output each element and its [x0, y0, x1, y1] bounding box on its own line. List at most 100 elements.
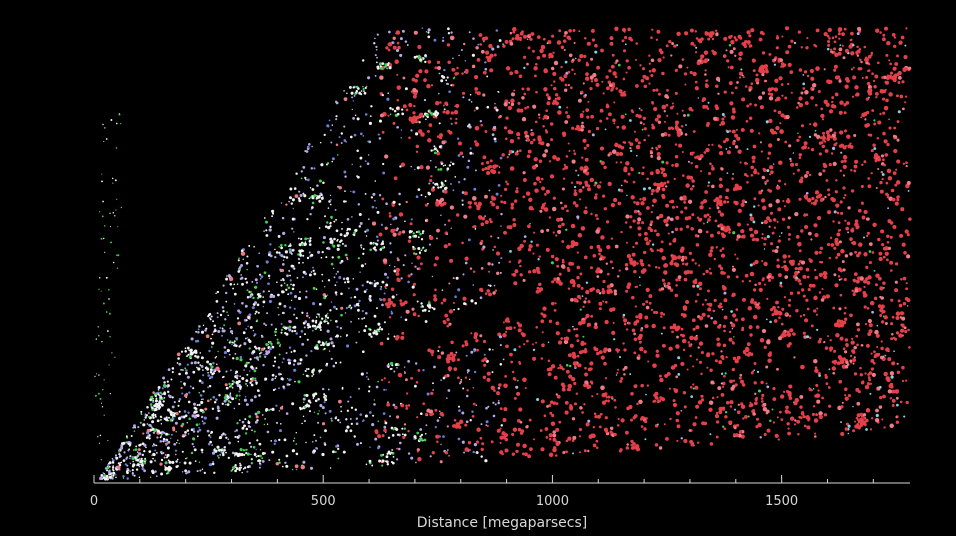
- galaxy-point: [883, 139, 888, 144]
- galaxy-point: [306, 217, 309, 221]
- galaxy-point: [262, 363, 265, 367]
- galaxy-point: [884, 153, 889, 157]
- galaxy-point: [326, 162, 330, 165]
- galaxy-point: [248, 415, 252, 418]
- galaxy-point: [562, 39, 567, 43]
- galaxy-point: [165, 416, 168, 419]
- galaxy-point: [234, 430, 236, 433]
- galaxy-point: [905, 27, 908, 30]
- galaxy-point: [655, 349, 659, 353]
- galaxy-point: [326, 247, 329, 250]
- galaxy-point: [115, 456, 119, 460]
- galaxy-point: [255, 310, 258, 314]
- galaxy-point: [564, 83, 568, 87]
- galaxy-point: [656, 216, 660, 220]
- galaxy-point: [774, 433, 779, 439]
- galaxy-point: [278, 429, 283, 433]
- galaxy-point: [308, 325, 312, 329]
- galaxy-point: [330, 215, 333, 219]
- galaxy-point: [308, 273, 312, 277]
- galaxy-point: [842, 56, 846, 60]
- galaxy-point: [328, 350, 331, 352]
- galaxy-point: [783, 205, 786, 208]
- galaxy-point: [274, 334, 277, 337]
- galaxy-point: [142, 423, 146, 427]
- galaxy-point: [813, 223, 818, 228]
- galaxy-point: [470, 350, 474, 354]
- galaxy-point: [501, 153, 505, 157]
- galaxy-point: [890, 375, 894, 379]
- galaxy-point: [633, 269, 637, 274]
- galaxy-point: [209, 436, 212, 439]
- galaxy-point: [542, 53, 547, 58]
- galaxy-point: [830, 243, 835, 247]
- galaxy-point: [222, 310, 225, 313]
- galaxy-point: [498, 335, 503, 339]
- galaxy-point: [711, 166, 715, 171]
- galaxy-point: [741, 383, 746, 387]
- galaxy-point: [167, 386, 169, 389]
- galaxy-point: [623, 141, 627, 144]
- galaxy-point: [539, 429, 543, 432]
- galaxy-point: [198, 391, 201, 394]
- galaxy-point: [450, 161, 452, 163]
- galaxy-point: [705, 123, 710, 128]
- galaxy-point: [868, 242, 873, 246]
- galaxy-point: [669, 417, 672, 421]
- galaxy-point: [867, 177, 871, 180]
- galaxy-point: [709, 368, 713, 372]
- galaxy-point: [472, 386, 475, 389]
- galaxy-point: [288, 320, 292, 324]
- galaxy-point: [500, 424, 504, 427]
- galaxy-point: [194, 354, 197, 358]
- galaxy-point: [731, 129, 736, 134]
- galaxy-point: [784, 96, 788, 100]
- galaxy-point: [230, 469, 233, 472]
- galaxy-point: [417, 314, 420, 318]
- galaxy-point: [586, 143, 590, 148]
- galaxy-point: [594, 322, 598, 326]
- galaxy-point: [242, 258, 245, 261]
- galaxy-point: [154, 413, 157, 417]
- galaxy-point: [773, 87, 779, 92]
- galaxy-point: [238, 266, 242, 269]
- galaxy-point: [311, 188, 315, 191]
- galaxy-point: [613, 398, 617, 402]
- galaxy-point: [592, 426, 595, 429]
- galaxy-point: [395, 30, 401, 35]
- galaxy-point: [663, 120, 666, 123]
- galaxy-point: [300, 237, 303, 241]
- galaxy-point: [741, 317, 745, 322]
- galaxy-point: [645, 287, 650, 293]
- galaxy-point: [244, 418, 247, 421]
- galaxy-point: [626, 406, 630, 411]
- galaxy-point: [620, 418, 625, 423]
- galaxy-point: [799, 315, 803, 318]
- galaxy-point: [340, 405, 342, 408]
- galaxy-point: [319, 404, 323, 408]
- galaxy-point: [212, 320, 215, 323]
- galaxy-point: [275, 251, 279, 254]
- galaxy-point: [470, 101, 473, 103]
- galaxy-point: [865, 217, 870, 221]
- galaxy-point: [385, 202, 388, 206]
- galaxy-point: [288, 200, 290, 203]
- galaxy-point: [295, 468, 298, 471]
- galaxy-point: [502, 358, 505, 361]
- galaxy-point: [131, 469, 134, 472]
- galaxy-point: [178, 442, 181, 445]
- galaxy-point: [667, 232, 670, 235]
- galaxy-point: [186, 422, 189, 424]
- galaxy-point: [833, 210, 837, 214]
- galaxy-point: [723, 115, 726, 118]
- galaxy-point: [544, 129, 548, 132]
- galaxy-point: [891, 361, 896, 366]
- galaxy-point: [545, 247, 550, 252]
- galaxy-point: [209, 398, 212, 401]
- galaxy-point: [518, 259, 522, 263]
- galaxy-point: [231, 332, 234, 335]
- galaxy-point: [311, 329, 314, 332]
- galaxy-point: [440, 443, 442, 446]
- galaxy-point: [761, 189, 764, 192]
- galaxy-point: [825, 272, 828, 275]
